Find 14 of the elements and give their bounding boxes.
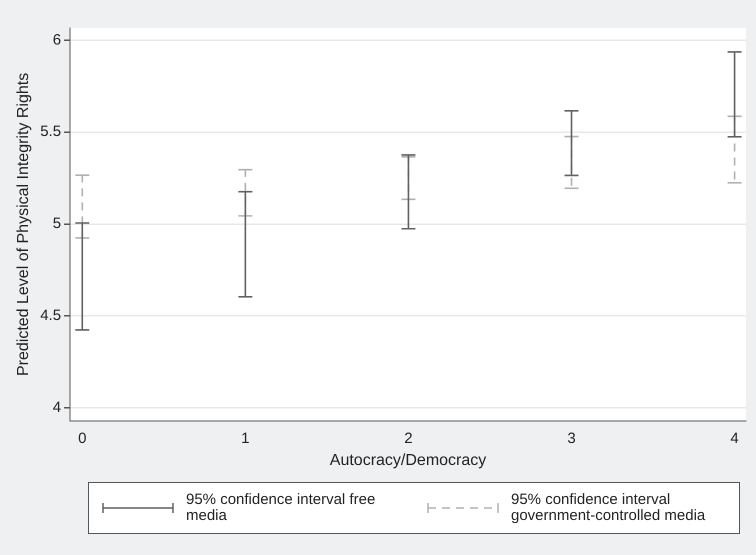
- y-tick-label: 4: [52, 399, 62, 416]
- legend-label: 95% confidence interval government-controlled media: [511, 491, 706, 524]
- y-tick-label: 6: [52, 31, 62, 48]
- x-tick-label: 1: [241, 430, 250, 447]
- x-tick-label: 3: [567, 430, 576, 447]
- y-tick-label: 5.5: [40, 123, 62, 140]
- y-tick-label: 5: [52, 215, 62, 232]
- y-axis-title: Predicted Level of Physical Integrity Rights: [15, 72, 32, 376]
- x-axis-title: Autocracy/Democracy: [330, 452, 486, 469]
- y-tick-label: 4.5: [40, 307, 62, 324]
- x-tick-label: 2: [404, 430, 413, 447]
- x-tick-label: 4: [730, 430, 739, 447]
- legend-label: 95% confidence interval free media: [186, 491, 376, 524]
- x-tick-label: 0: [78, 430, 86, 447]
